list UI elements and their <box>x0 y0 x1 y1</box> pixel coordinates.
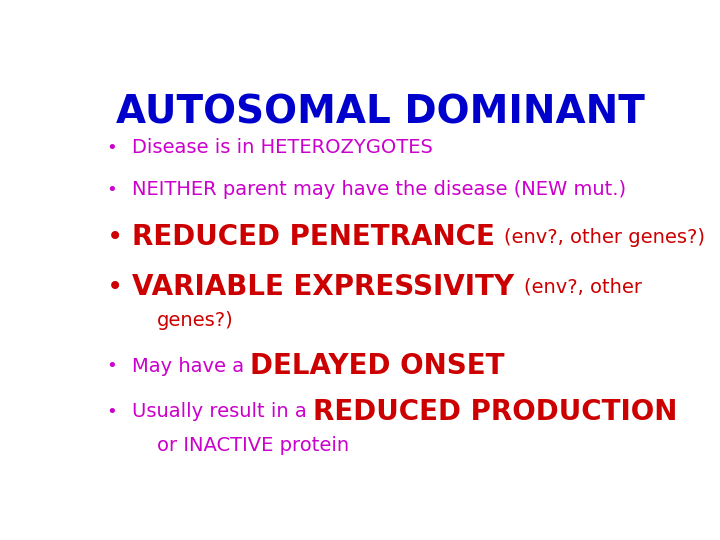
Text: Disease is in HETEROZYGOTES: Disease is in HETEROZYGOTES <box>132 138 433 158</box>
Text: •: • <box>107 224 123 251</box>
Text: VARIABLE EXPRESSIVITY: VARIABLE EXPRESSIVITY <box>132 273 523 301</box>
Text: •: • <box>107 357 117 375</box>
Text: genes?): genes?) <box>157 311 234 330</box>
Text: REDUCED PENETRANCE: REDUCED PENETRANCE <box>132 224 504 251</box>
Text: Usually result in a: Usually result in a <box>132 402 313 422</box>
Text: •: • <box>107 180 117 199</box>
Text: •: • <box>107 273 123 301</box>
Text: DELAYED ONSET: DELAYED ONSET <box>251 352 505 380</box>
Text: •: • <box>107 139 117 157</box>
Text: REDUCED PRODUCTION: REDUCED PRODUCTION <box>313 398 678 426</box>
Text: (env?, other genes?): (env?, other genes?) <box>504 228 706 247</box>
Text: AUTOSOMAL DOMINANT: AUTOSOMAL DOMINANT <box>116 94 644 132</box>
Text: NEITHER parent may have the disease (NEW mut.): NEITHER parent may have the disease (NEW… <box>132 180 626 199</box>
Text: •: • <box>107 403 117 421</box>
Text: or INACTIVE protein: or INACTIVE protein <box>157 436 349 455</box>
Text: May have a: May have a <box>132 357 251 376</box>
Text: (env?, other: (env?, other <box>523 278 642 297</box>
